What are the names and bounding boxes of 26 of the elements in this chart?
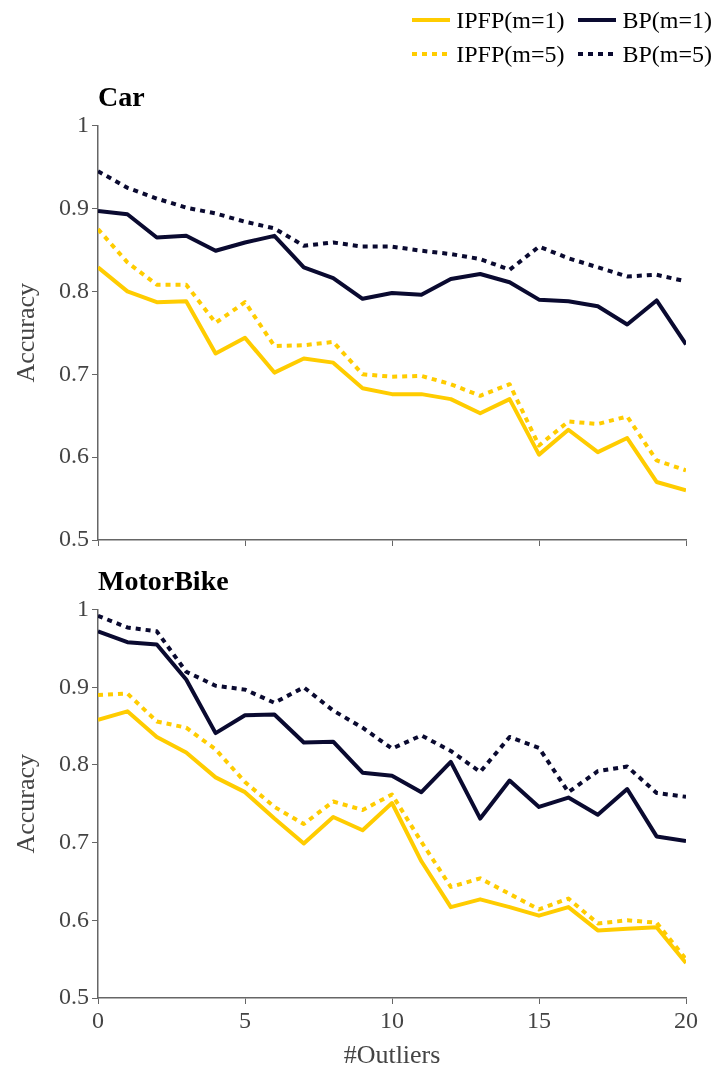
y-tick-label: 0.7 [59, 827, 89, 854]
y-tick-label: 0.9 [59, 672, 89, 699]
y-tick-label: 0.6 [59, 905, 89, 932]
y-axis-title: Accuracy [11, 283, 41, 383]
y-tick-label: 0.9 [59, 193, 89, 220]
y-tick-label: 0.8 [59, 276, 89, 303]
x-tick-label: 0 [92, 1006, 104, 1033]
legend-label: BP(m=1) [622, 6, 712, 35]
y-tick-label: 1 [77, 110, 89, 137]
x-tick-label: 15 [527, 1006, 551, 1033]
x-tick-label: 10 [380, 1006, 404, 1033]
y-tick-label: 1 [77, 594, 89, 621]
y-tick-label: 0.7 [59, 359, 89, 386]
y-axis-title: Accuracy [11, 754, 41, 854]
x-tick-label: 5 [239, 1006, 251, 1033]
x-axis-title: #Outliers [343, 1040, 441, 1070]
legend-label: BP(m=5) [622, 40, 712, 69]
x-tick-label: 20 [674, 1006, 698, 1033]
y-tick-label: 0.5 [59, 525, 89, 552]
legend-label: IPFP(m=1) [456, 6, 565, 35]
y-tick-label: 0.6 [59, 442, 89, 469]
y-tick-label: 0.5 [59, 983, 89, 1010]
legend-label: IPFP(m=5) [456, 40, 565, 69]
chart-title: MotorBike [98, 565, 229, 597]
chart-title: Car [98, 81, 145, 113]
y-tick-label: 0.8 [59, 750, 89, 777]
